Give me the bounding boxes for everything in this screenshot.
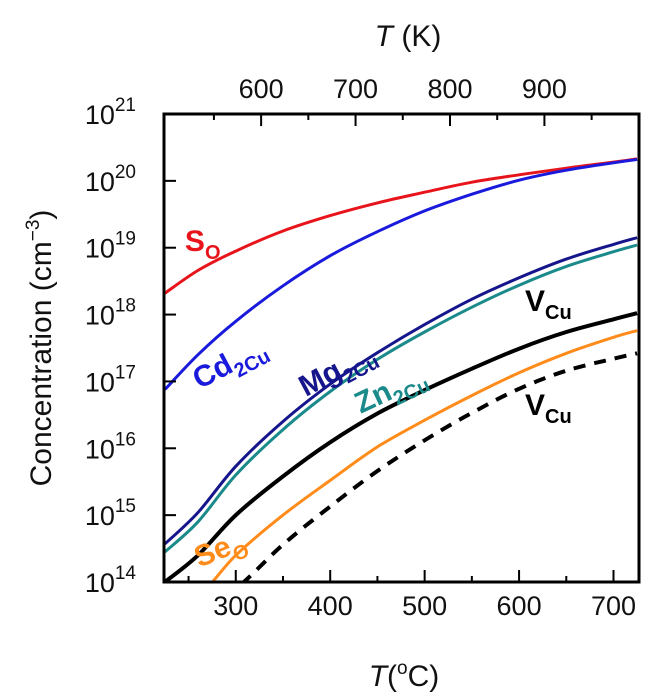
left-tick-label: 1014 <box>85 563 137 598</box>
series-line-cd2cu <box>164 158 638 391</box>
top-axis-ticks: 600 700 800 900 <box>212 74 640 126</box>
left-tick-label: 1019 <box>85 229 136 264</box>
left-tick-label: 1015 <box>85 496 136 531</box>
bottom-tick-label: 600 <box>497 591 542 621</box>
top-tick-label: 900 <box>522 74 567 104</box>
bottom-axis-ticks: 300 400 500 600 700 <box>187 570 636 621</box>
series-line-vcu-solid <box>164 311 638 582</box>
y-axis-title: Concentration (cm−3) <box>23 210 58 487</box>
left-tick-label: 1017 <box>85 362 136 397</box>
series-label-vcu-solid: VCu <box>525 285 572 324</box>
top-tick-label: 800 <box>427 74 472 104</box>
bottom-tick-label: 300 <box>213 591 258 621</box>
top-tick-label: 600 <box>239 74 284 104</box>
series-line-seo <box>210 329 638 582</box>
series-line-mg2cu <box>164 236 638 545</box>
left-tick-label: 1018 <box>85 296 136 331</box>
left-tick-label: 1020 <box>85 162 136 197</box>
bottom-tick-label: 500 <box>402 591 447 621</box>
bottom-tick-label: 400 <box>308 591 353 621</box>
bottom-tick-label: 700 <box>591 591 636 621</box>
series-label-vcu-dashed: VCu <box>525 389 572 428</box>
left-tick-label: 1021 <box>85 95 136 130</box>
left-axis-ticks: 1014 1015 1016 1017 1018 1019 1020 1021 <box>85 95 176 598</box>
series-label-cd2cu: Cd2Cu <box>187 330 274 401</box>
series-label-so: SO <box>185 225 221 264</box>
top-tick-label: 700 <box>333 74 378 104</box>
series-line-zn2cu <box>164 243 638 554</box>
bottom-axis-title: T(oC) <box>369 658 440 693</box>
series-line-so <box>164 157 638 295</box>
left-tick-label: 1016 <box>85 429 136 464</box>
plot-lines <box>164 157 638 582</box>
top-axis-title: T (K) <box>375 20 442 53</box>
plot-frame <box>162 112 641 584</box>
